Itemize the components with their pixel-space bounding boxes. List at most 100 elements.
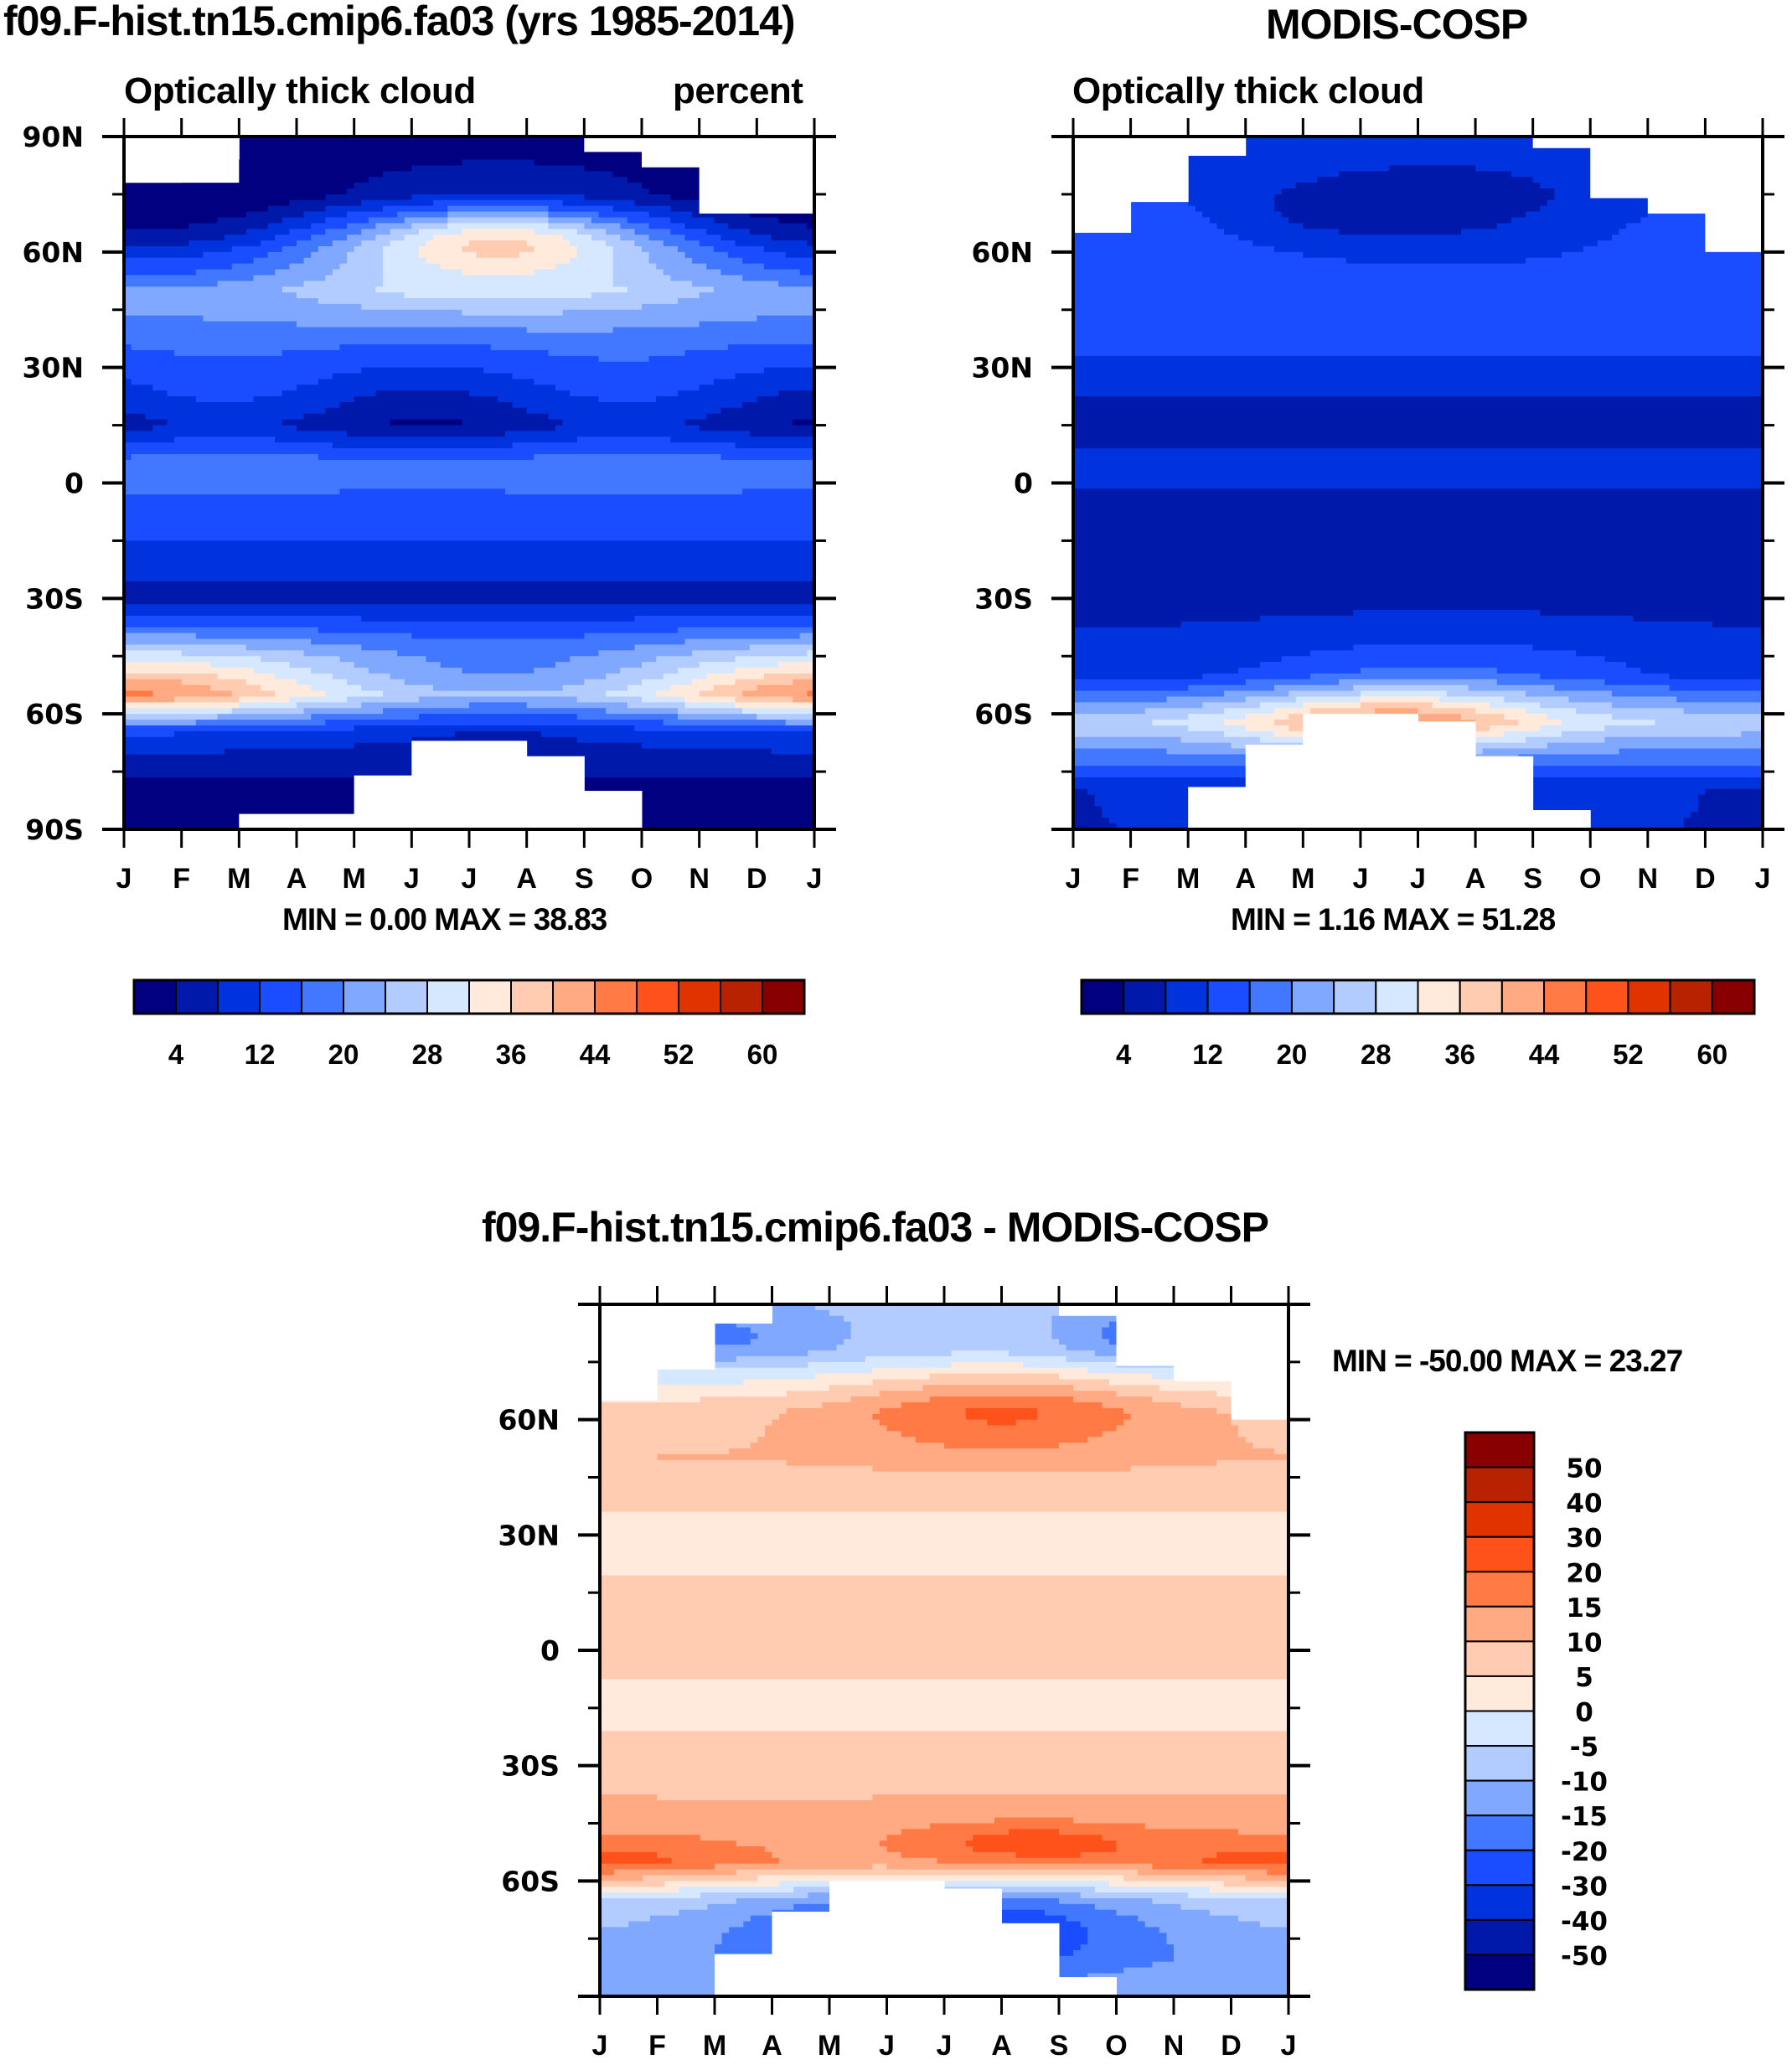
colorbar-swatch bbox=[259, 979, 302, 1014]
contour-cell bbox=[1073, 303, 1764, 311]
contour-cell bbox=[124, 511, 815, 519]
contour-cell bbox=[786, 1407, 881, 1415]
contour-cell bbox=[311, 235, 348, 241]
colorbar-swatch bbox=[678, 979, 721, 1014]
contour-cell bbox=[570, 257, 614, 265]
colorbar-swatch bbox=[1206, 979, 1251, 1014]
colorbar-tick-label: 4 bbox=[168, 1039, 184, 1070]
colorbar-tick-label: 52 bbox=[1613, 1039, 1644, 1070]
contour-cell bbox=[937, 1857, 1203, 1865]
contour-cell bbox=[1460, 229, 1620, 235]
contour-cell bbox=[742, 708, 815, 715]
contour-cell bbox=[124, 690, 153, 698]
contour-cell bbox=[600, 1909, 679, 1917]
contour-cell bbox=[713, 379, 815, 385]
contour-cell bbox=[325, 407, 528, 415]
contour-cell bbox=[469, 390, 571, 397]
contour-cell bbox=[865, 1355, 1067, 1363]
contour-cell bbox=[699, 662, 779, 668]
contour-cell bbox=[735, 668, 815, 674]
contour-cell bbox=[1259, 616, 1634, 622]
panel-b-minmax: MIN = 1.16 MAX = 51.28 bbox=[1231, 902, 1556, 937]
contour-cell bbox=[534, 245, 578, 253]
contour-cell bbox=[347, 223, 377, 230]
colorbar-swatch bbox=[1464, 1605, 1535, 1643]
x-tick-label: D bbox=[746, 863, 767, 895]
contour-cell bbox=[124, 355, 600, 363]
contour-cell bbox=[1697, 800, 1764, 808]
contour-cell bbox=[600, 1892, 701, 1899]
contour-cell bbox=[735, 702, 815, 709]
contour-cell bbox=[1015, 1851, 1082, 1859]
colorbar-swatch bbox=[510, 979, 554, 1014]
contour-cell bbox=[267, 205, 326, 213]
y-tick-label: 30S bbox=[501, 1750, 560, 1783]
contour-cell bbox=[648, 257, 693, 265]
colorbar-swatch bbox=[301, 979, 344, 1014]
contour-cell bbox=[663, 240, 700, 247]
contour-cell bbox=[879, 1407, 967, 1415]
contour-cell bbox=[347, 679, 405, 686]
contour-cell bbox=[1073, 235, 1239, 241]
contour-cell bbox=[735, 679, 793, 686]
contour-cell bbox=[692, 281, 779, 287]
colorbar-swatch bbox=[1081, 979, 1125, 1014]
contour-cell bbox=[124, 275, 255, 281]
contour-cell bbox=[1360, 690, 1448, 698]
contour-cell bbox=[383, 690, 607, 698]
contour-cell bbox=[124, 269, 197, 276]
contour-cell bbox=[124, 673, 219, 680]
contour-cell bbox=[929, 1396, 1074, 1403]
contour-cell bbox=[677, 390, 779, 397]
contour-cell bbox=[922, 1385, 1074, 1391]
contour-cell bbox=[433, 684, 564, 692]
x-tick-label: A bbox=[287, 863, 307, 895]
contour-cell bbox=[600, 1691, 1289, 1697]
contour-cell bbox=[203, 251, 269, 259]
contour-cell bbox=[793, 679, 815, 686]
contour-cell bbox=[600, 1835, 701, 1841]
x-tick-label: O bbox=[1579, 863, 1601, 895]
contour-cell bbox=[600, 1587, 1289, 1593]
contour-cell bbox=[749, 229, 815, 235]
contour-cell bbox=[404, 292, 592, 299]
panel-a-units-label: percent bbox=[673, 70, 803, 111]
contour-cell bbox=[715, 1944, 808, 1951]
contour-cell bbox=[1123, 1875, 1247, 1882]
contour-cell bbox=[203, 315, 757, 323]
contour-cell bbox=[1640, 668, 1764, 674]
contour-cell bbox=[807, 223, 815, 230]
contour-cell bbox=[1281, 211, 1526, 219]
colorbar-tick-label: 28 bbox=[412, 1039, 443, 1070]
contour-cell bbox=[670, 436, 815, 443]
colorbar-tick-label: 36 bbox=[1444, 1039, 1475, 1070]
contour-cell bbox=[498, 396, 600, 403]
contour-cell bbox=[600, 1713, 1289, 1721]
colorbar-swatch bbox=[1464, 1814, 1535, 1851]
contour-cell bbox=[1518, 754, 1764, 761]
contour-cell bbox=[591, 235, 621, 241]
contour-cell bbox=[591, 292, 700, 299]
contour-cell bbox=[763, 367, 815, 374]
contour-cell bbox=[383, 281, 614, 287]
contour-cell bbox=[1152, 1396, 1289, 1403]
contour-cell bbox=[124, 569, 815, 576]
contour-cell bbox=[1073, 251, 1304, 259]
contour-cell bbox=[297, 292, 405, 299]
contour-cell bbox=[600, 1742, 1289, 1749]
contour-cell bbox=[361, 644, 636, 651]
contour-cell bbox=[1547, 742, 1764, 750]
colorbar-tick-label: 44 bbox=[1529, 1039, 1560, 1070]
missing-data-mask bbox=[1245, 744, 1304, 829]
colorbar-swatch bbox=[1669, 979, 1713, 1014]
contour-cell bbox=[600, 1737, 1289, 1743]
contour-cell bbox=[534, 379, 715, 385]
contour-cell bbox=[1073, 373, 1764, 380]
x-tick-label: A bbox=[1465, 863, 1486, 895]
contour-cell bbox=[1073, 610, 1354, 617]
contour-cell bbox=[1102, 1431, 1239, 1438]
x-tick-label: D bbox=[1695, 863, 1716, 895]
contour-cell bbox=[736, 1840, 881, 1847]
contour-cell bbox=[600, 1753, 1289, 1761]
contour-cell bbox=[1561, 251, 1764, 259]
